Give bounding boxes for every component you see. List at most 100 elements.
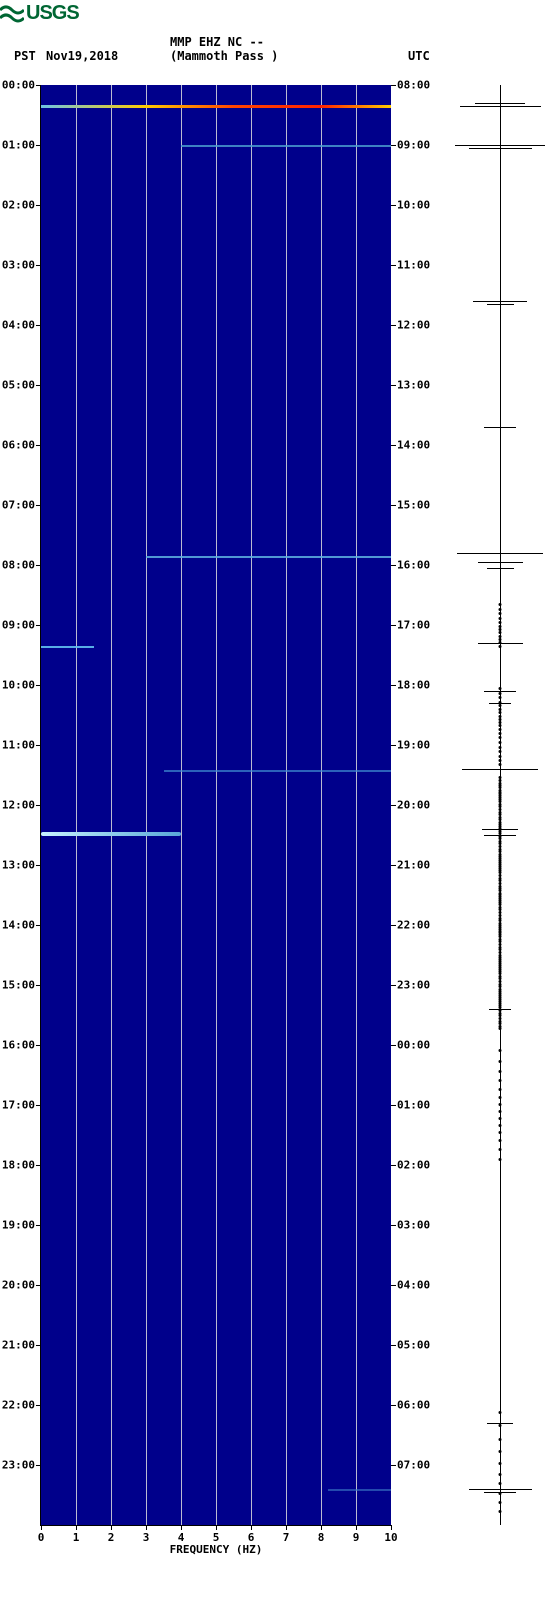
right-tick: [391, 145, 396, 146]
seismic-dot: [499, 645, 502, 648]
pst-time-label: 10:00: [2, 679, 35, 692]
right-tick: [391, 1465, 396, 1466]
x-tick: [76, 1525, 77, 1530]
right-tick: [391, 985, 396, 986]
utc-time-label: 18:00: [397, 679, 430, 692]
x-axis-title: FREQUENCY (HZ): [170, 1543, 263, 1556]
seismic-event: [484, 427, 516, 428]
seismic-dot: [499, 687, 502, 690]
seismic-dot: [499, 701, 502, 704]
seismic-dot: [499, 755, 502, 758]
right-tick: [391, 1345, 396, 1346]
pst-time-label: 09:00: [2, 619, 35, 632]
utc-time-label: 12:00: [397, 319, 430, 332]
pst-time-label: 20:00: [2, 1279, 35, 1292]
right-tick: [391, 325, 396, 326]
left-tick: [36, 1105, 41, 1106]
seismic-dot: [499, 1492, 502, 1495]
seismic-dot: [499, 1438, 502, 1441]
seismic-dot: [499, 1103, 502, 1106]
seismic-event: [487, 568, 514, 569]
right-tick: [391, 865, 396, 866]
pst-time-label: 22:00: [2, 1399, 35, 1412]
pst-time-label: 03:00: [2, 259, 35, 272]
utc-time-label: 11:00: [397, 259, 430, 272]
left-tick: [36, 145, 41, 146]
seismic-dot: [499, 750, 502, 753]
seismic-dot: [499, 1462, 502, 1465]
seismic-dot: [499, 1148, 502, 1151]
x-tick-label: 2: [108, 1531, 115, 1544]
utc-time-label: 23:00: [397, 979, 430, 992]
seismic-dot: [499, 736, 502, 739]
utc-time-label: 08:00: [397, 79, 430, 92]
seismic-event: [475, 103, 525, 104]
seismic-event: [460, 106, 541, 107]
spectral-feature: [328, 1489, 391, 1491]
utc-time-label: 00:00: [397, 1039, 430, 1052]
x-tick: [321, 1525, 322, 1530]
x-tick-label: 9: [353, 1531, 360, 1544]
left-tick: [36, 805, 41, 806]
spectrogram-plot: FREQUENCY (HZ) 01234567891000:0008:0001:…: [40, 85, 391, 1526]
x-tick-label: 1: [73, 1531, 80, 1544]
seismic-dot: [499, 763, 502, 766]
x-tick-label: 10: [384, 1531, 397, 1544]
utc-time-label: 20:00: [397, 799, 430, 812]
x-tick: [111, 1525, 112, 1530]
left-tick: [36, 685, 41, 686]
left-tick: [36, 445, 41, 446]
seismic-dot: [499, 608, 502, 611]
spectral-feature: [41, 646, 94, 648]
x-tick-label: 4: [178, 1531, 185, 1544]
left-tick: [36, 85, 41, 86]
left-tick: [36, 565, 41, 566]
left-tick: [36, 925, 41, 926]
seismic-dot: [499, 1424, 502, 1427]
x-tick: [286, 1525, 287, 1530]
gridline: [181, 85, 182, 1525]
right-tick: [391, 505, 396, 506]
utc-time-label: 16:00: [397, 559, 430, 572]
seismic-dot: [499, 1473, 502, 1476]
pst-time-label: 13:00: [2, 859, 35, 872]
seismic-dot: [499, 746, 502, 749]
gridline: [216, 85, 217, 1525]
x-tick: [41, 1525, 42, 1530]
right-tick: [391, 745, 396, 746]
seismic-event: [462, 769, 539, 770]
seismic-dot: [499, 1158, 502, 1161]
seismic-dot: [499, 724, 502, 727]
spectral-feature: [146, 556, 391, 558]
left-tick: [36, 1045, 41, 1046]
right-timezone: UTC: [408, 49, 430, 63]
pst-time-label: 05:00: [2, 379, 35, 392]
seismic-dot: [499, 1117, 502, 1120]
seismic-dot: [499, 617, 502, 620]
seismogram-panel: [455, 85, 545, 1525]
x-tick-label: 0: [38, 1531, 45, 1544]
right-tick: [391, 625, 396, 626]
pst-time-label: 11:00: [2, 739, 35, 752]
gridline: [321, 85, 322, 1525]
right-tick: [391, 1165, 396, 1166]
pst-time-label: 08:00: [2, 559, 35, 572]
wave-icon: [0, 4, 24, 24]
pst-time-label: 19:00: [2, 1219, 35, 1232]
seismic-event: [478, 562, 523, 563]
x-tick-label: 5: [213, 1531, 220, 1544]
pst-time-label: 16:00: [2, 1039, 35, 1052]
seismic-dot: [499, 1088, 502, 1091]
gridline: [356, 85, 357, 1525]
right-tick: [391, 1405, 396, 1406]
seismic-event: [455, 145, 545, 146]
right-tick: [391, 685, 396, 686]
right-tick: [391, 265, 396, 266]
seismic-dot: [499, 1510, 502, 1513]
seismic-dot: [499, 1450, 502, 1453]
seismic-event: [469, 148, 532, 149]
left-tick: [36, 1225, 41, 1226]
x-tick: [216, 1525, 217, 1530]
seismic-dot: [499, 1131, 502, 1134]
x-tick-label: 3: [143, 1531, 150, 1544]
